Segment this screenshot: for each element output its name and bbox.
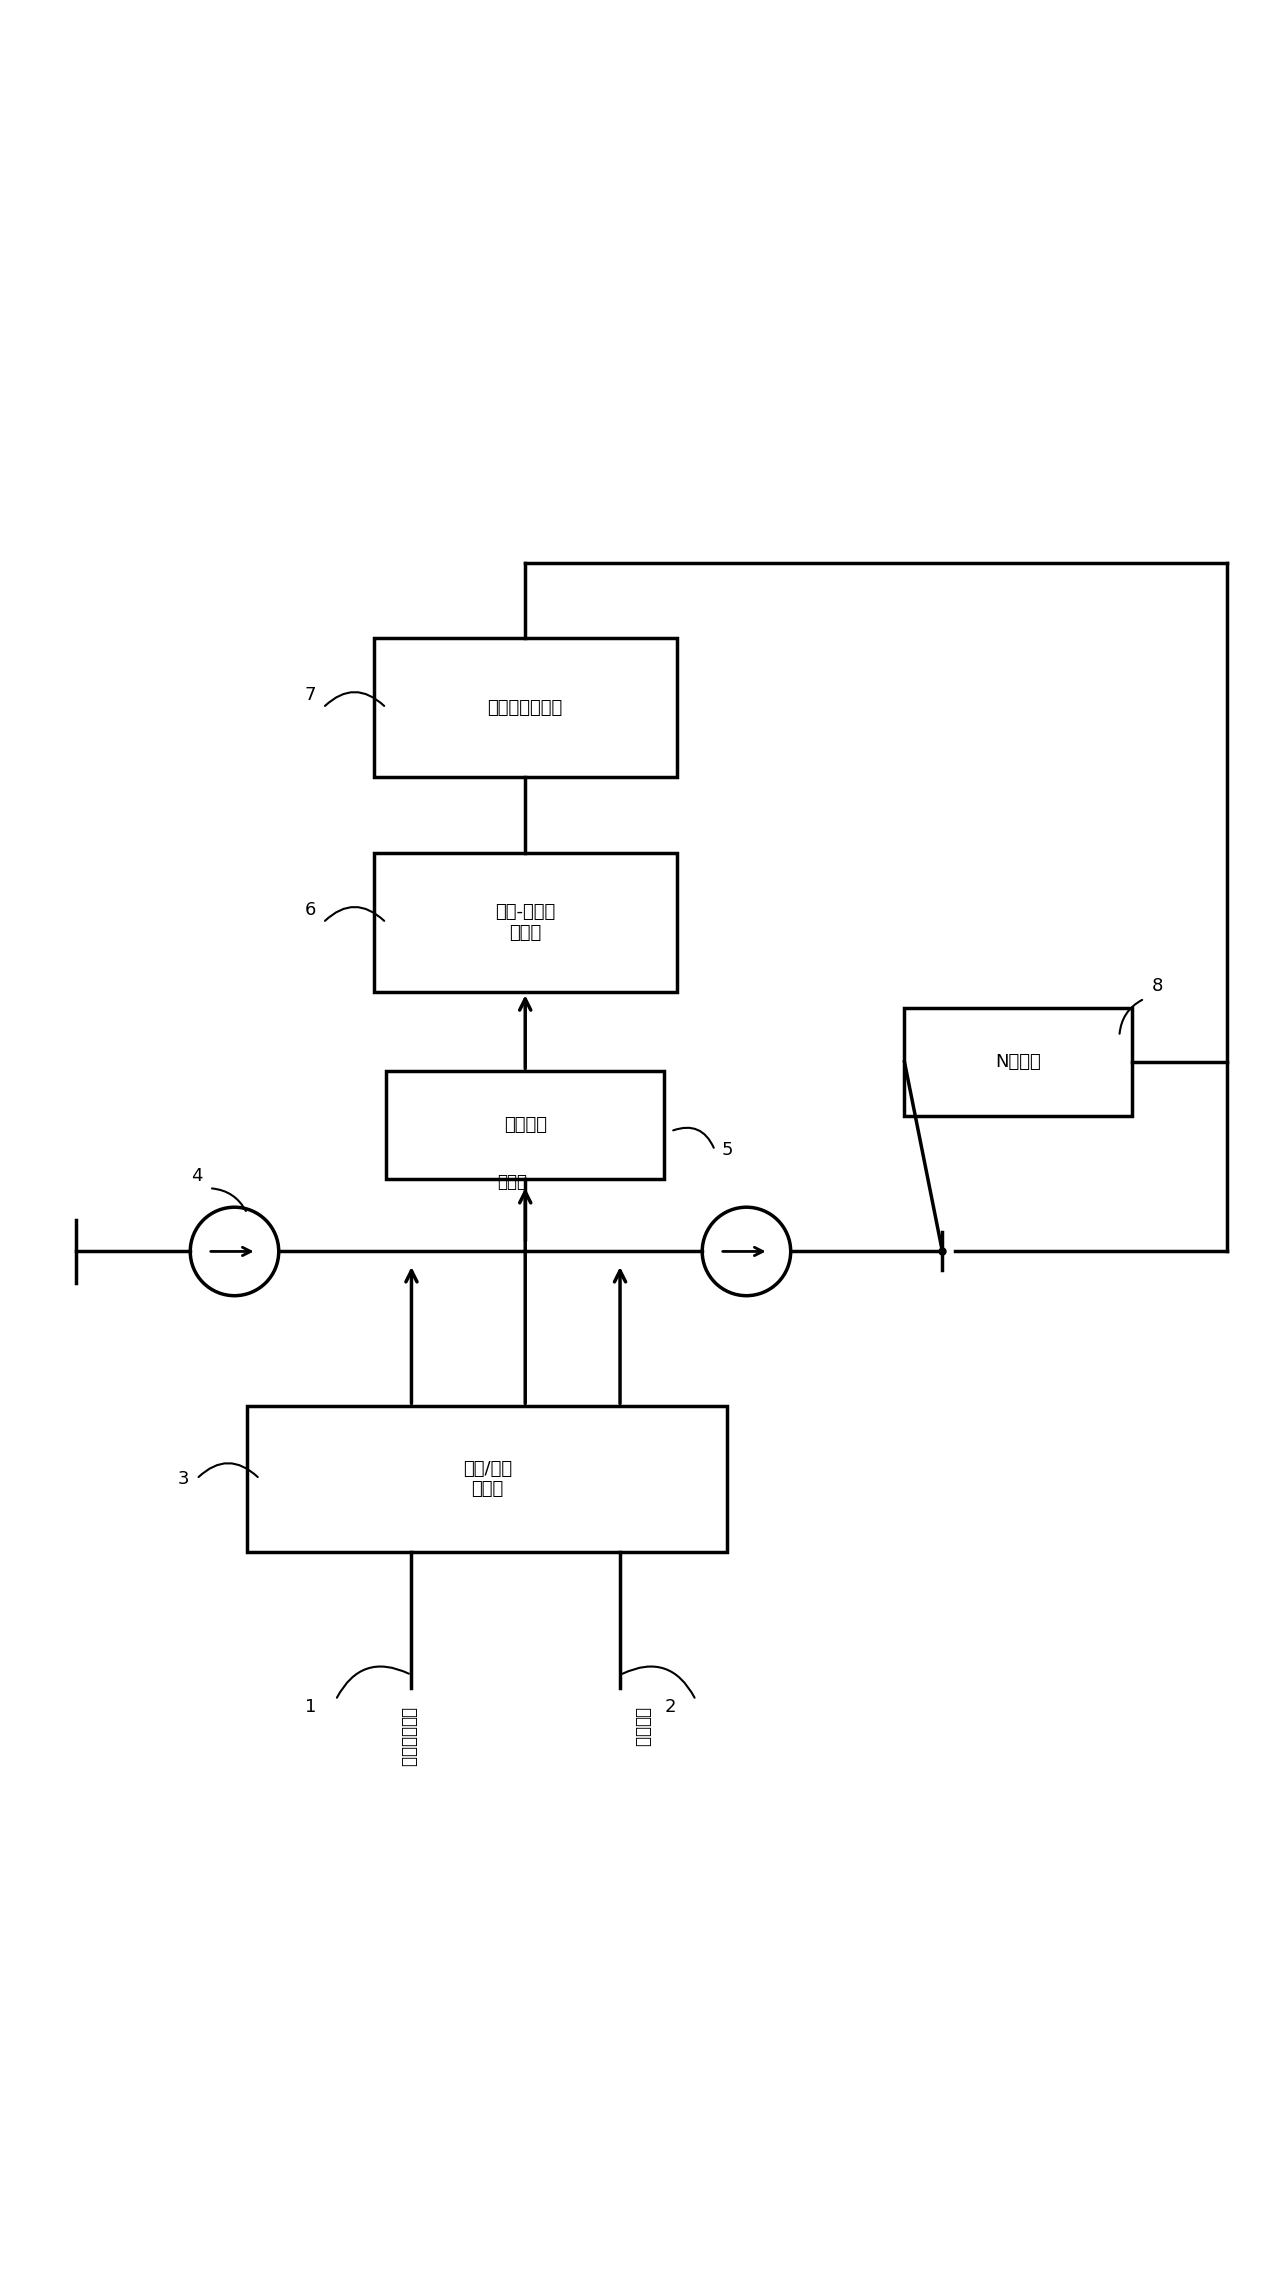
Text: 电压-电流转
换单元: 电压-电流转 换单元: [495, 904, 556, 943]
FancyBboxPatch shape: [386, 1071, 665, 1178]
Text: 4: 4: [190, 1167, 202, 1185]
Text: 5: 5: [722, 1142, 734, 1160]
Text: 反馈信号: 反馈信号: [633, 1707, 651, 1746]
Text: 6: 6: [304, 901, 316, 920]
Text: 8: 8: [1151, 977, 1163, 995]
Text: N分频器: N分频器: [996, 1052, 1042, 1071]
FancyBboxPatch shape: [373, 638, 677, 778]
Text: 滤波单元: 滤波单元: [504, 1117, 547, 1135]
Text: 相位/频率
检测器: 相位/频率 检测器: [463, 1460, 512, 1499]
Text: 参考时钟信号: 参考时钟信号: [399, 1707, 417, 1766]
Text: 电荷泵: 电荷泵: [497, 1174, 528, 1192]
Text: 3: 3: [178, 1469, 189, 1487]
Text: 1: 1: [304, 1698, 316, 1716]
Text: 电流控制振荡器: 电流控制振荡器: [488, 698, 562, 716]
FancyBboxPatch shape: [247, 1407, 727, 1551]
FancyBboxPatch shape: [373, 853, 677, 993]
Text: 7: 7: [304, 686, 316, 705]
Text: 2: 2: [665, 1698, 676, 1716]
FancyBboxPatch shape: [905, 1009, 1132, 1117]
